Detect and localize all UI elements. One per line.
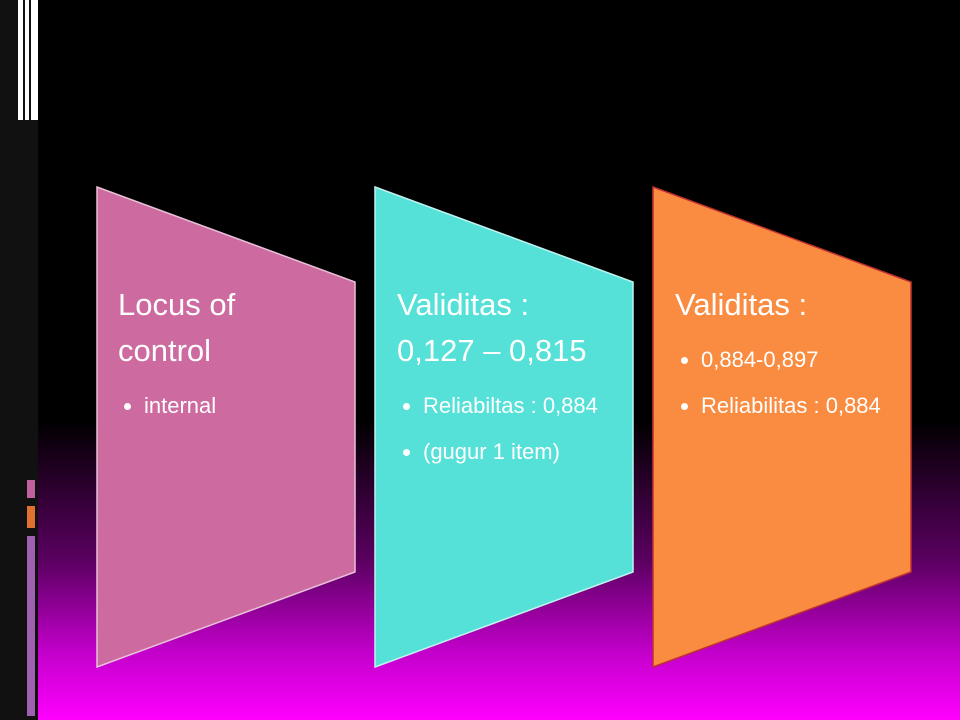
node-title: Validitas : 0,127 – 0,815 bbox=[397, 287, 587, 368]
left-deco bbox=[18, 0, 38, 120]
bullet: Reliabiltas : 0,884 bbox=[423, 390, 612, 422]
bullet: (gugur 1 item) bbox=[423, 436, 612, 468]
left-deco bbox=[27, 506, 35, 528]
left-deco bbox=[27, 536, 35, 716]
node: Locus of control internal bbox=[118, 282, 333, 436]
bullet-list: 0,884-0,897 Reliabilitas : 0,884 bbox=[675, 344, 890, 422]
node-title: Locus of control bbox=[118, 287, 236, 368]
node: Validitas : 0,884-0,897 Reliabilitas : 0… bbox=[675, 282, 890, 436]
node-title: Validitas : bbox=[675, 287, 808, 322]
shape-pink bbox=[96, 185, 356, 669]
node: Validitas : 0,127 – 0,815 Reliabiltas : … bbox=[397, 282, 612, 482]
bullet: 0,884-0,897 bbox=[701, 344, 890, 376]
bullet-list: internal bbox=[118, 390, 333, 422]
shape-orange bbox=[652, 185, 912, 669]
bullet: internal bbox=[144, 390, 333, 422]
shape-cyan bbox=[374, 185, 634, 669]
bullet-list: Reliabiltas : 0,884 (gugur 1 item) bbox=[397, 390, 612, 468]
bullet: Reliabilitas : 0,884 bbox=[701, 390, 890, 422]
left-deco bbox=[27, 480, 35, 498]
